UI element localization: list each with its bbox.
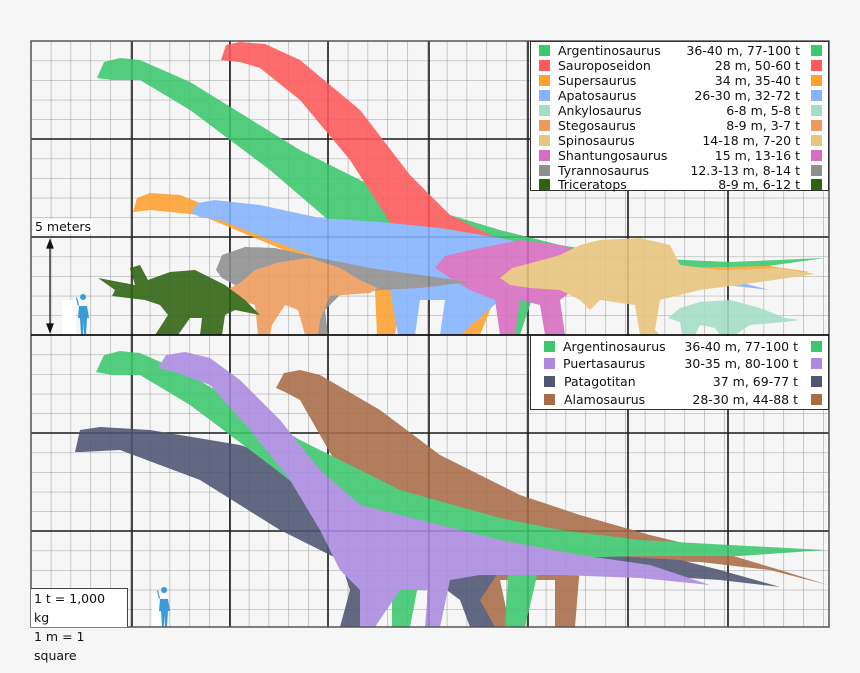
legend-item: Triceratops 8-9 m, 6-12 t bbox=[531, 177, 828, 192]
species-name: Shantungosaurus bbox=[558, 148, 668, 163]
legend-item: Patagotitan 37 m, 69-77 t bbox=[531, 374, 828, 389]
species-size: 30-35 m, 80-100 t bbox=[684, 356, 798, 371]
color-swatch-icon bbox=[539, 165, 550, 176]
color-swatch-icon bbox=[811, 105, 822, 116]
units-line-meter: 1 m = 1 square bbox=[34, 629, 85, 663]
species-name: Triceratops bbox=[558, 177, 627, 192]
figure-border bbox=[30, 40, 830, 628]
height-arrow bbox=[46, 238, 54, 334]
color-swatch-icon bbox=[539, 75, 550, 86]
color-swatch-icon bbox=[811, 75, 822, 86]
species-size: 26-30 m, 32-72 t bbox=[694, 88, 800, 103]
stegosaurus-silhouette bbox=[216, 258, 378, 335]
species-size: 34 m, 35-40 t bbox=[714, 73, 800, 88]
color-swatch-icon bbox=[544, 341, 555, 352]
legend-item: Puertasaurus 30-35 m, 80-100 t bbox=[531, 356, 828, 371]
height-scale-label: 5 meters bbox=[33, 219, 94, 234]
species-size: 28 m, 50-60 t bbox=[714, 58, 800, 73]
legend-item: Shantungosaurus 15 m, 13-16 t bbox=[531, 148, 828, 163]
legend-item: Sauroposeidon 28 m, 50-60 t bbox=[531, 58, 828, 73]
color-swatch-icon bbox=[539, 179, 550, 190]
bottom-panel-legend: Argentinosaurus 36-40 m, 77-100 t Puerta… bbox=[530, 336, 829, 410]
species-size: 36-40 m, 77-100 t bbox=[684, 339, 798, 354]
color-swatch-icon bbox=[811, 394, 822, 405]
species-name: Apatosaurus bbox=[558, 88, 637, 103]
color-swatch-icon bbox=[544, 394, 555, 405]
species-name: Ankylosaurus bbox=[558, 103, 642, 118]
legend-item: Stegosaurus 8-9 m, 3-7 t bbox=[531, 118, 828, 133]
legend-item: Argentinosaurus 36-40 m, 77-100 t bbox=[531, 43, 828, 58]
color-swatch-icon bbox=[544, 358, 555, 369]
color-swatch-icon bbox=[811, 179, 822, 190]
species-size: 8-9 m, 3-7 t bbox=[726, 118, 800, 133]
species-size: 12.3-13 m, 8-14 t bbox=[690, 163, 800, 178]
units-line-tonne: 1 t = 1,000 kg bbox=[34, 591, 106, 625]
puertasaurus-silhouette bbox=[158, 352, 710, 627]
top-panel-silhouettes bbox=[97, 42, 825, 335]
color-swatch-icon bbox=[811, 341, 822, 352]
human-backdrop bbox=[62, 300, 76, 335]
color-swatch-icon bbox=[811, 165, 822, 176]
color-swatch-icon bbox=[811, 358, 822, 369]
species-name: Argentinosaurus bbox=[563, 339, 666, 354]
species-name: Spinosaurus bbox=[558, 133, 635, 148]
color-swatch-icon bbox=[539, 90, 550, 101]
species-size: 14-18 m, 7-20 t bbox=[702, 133, 800, 148]
species-size: 36-40 m, 77-100 t bbox=[686, 43, 800, 58]
species-name: Alamosaurus bbox=[564, 392, 646, 407]
human-silhouette-bottom-icon bbox=[157, 587, 170, 627]
color-swatch-icon bbox=[811, 120, 822, 131]
legend-item: Argentinosaurus 36-40 m, 77-100 t bbox=[531, 339, 828, 354]
color-swatch-icon bbox=[539, 150, 550, 161]
color-swatch-icon bbox=[811, 135, 822, 146]
human-silhouette-icon bbox=[76, 294, 89, 335]
color-swatch-icon bbox=[539, 45, 550, 56]
color-swatch-icon bbox=[544, 376, 555, 387]
color-swatch-icon bbox=[811, 150, 822, 161]
species-size: 15 m, 13-16 t bbox=[714, 148, 800, 163]
color-swatch-icon bbox=[811, 376, 822, 387]
color-swatch-icon bbox=[811, 60, 822, 71]
species-name: Puertasaurus bbox=[563, 356, 646, 371]
color-swatch-icon bbox=[811, 45, 822, 56]
color-swatch-icon bbox=[539, 120, 550, 131]
legend-item: Alamosaurus 28-30 m, 44-88 t bbox=[531, 392, 828, 407]
legend-item: Apatosaurus 26-30 m, 32-72 t bbox=[531, 88, 828, 103]
ankylosaurus-silhouette bbox=[668, 300, 800, 335]
units-box: 1 t = 1,000 kg 1 m = 1 square bbox=[31, 588, 128, 663]
legend-item: Tyrannosaurus 12.3-13 m, 8-14 t bbox=[531, 163, 828, 178]
species-name: Tyrannosaurus bbox=[558, 163, 650, 178]
triceratops-silhouette bbox=[98, 265, 260, 335]
species-name: Stegosaurus bbox=[558, 118, 636, 133]
species-size: 37 m, 69-77 t bbox=[712, 374, 798, 389]
species-size: 8-9 m, 6-12 t bbox=[718, 177, 800, 192]
species-name: Supersaurus bbox=[558, 73, 637, 88]
shantungosaurus-silhouette bbox=[435, 240, 720, 335]
spinosaurus-silhouette bbox=[500, 238, 815, 335]
species-name: Patagotitan bbox=[564, 374, 636, 389]
species-size: 28-30 m, 44-88 t bbox=[692, 392, 798, 407]
color-swatch-icon bbox=[539, 60, 550, 71]
color-swatch-icon bbox=[539, 135, 550, 146]
color-swatch-icon bbox=[811, 90, 822, 101]
species-size: 6-8 m, 5-8 t bbox=[726, 103, 800, 118]
legend-item: Ankylosaurus 6-8 m, 5-8 t bbox=[531, 103, 828, 118]
legend-item: Spinosaurus 14-18 m, 7-20 t bbox=[531, 133, 828, 148]
top-panel-legend: Argentinosaurus 36-40 m, 77-100 t Saurop… bbox=[530, 41, 829, 192]
species-name: Argentinosaurus bbox=[558, 43, 661, 58]
legend-item: Supersaurus 34 m, 35-40 t bbox=[531, 73, 828, 88]
species-name: Sauroposeidon bbox=[558, 58, 651, 73]
bottom-panel-silhouettes bbox=[75, 351, 828, 627]
color-swatch-icon bbox=[539, 105, 550, 116]
